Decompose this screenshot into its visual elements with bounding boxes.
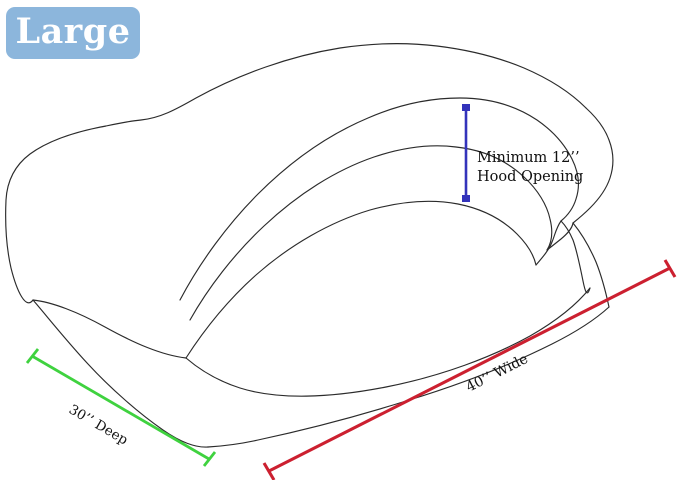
cover-outline-group	[5, 43, 614, 448]
width-dimension: 40’’ Wide	[262, 259, 677, 480]
cover-fourth-ridge-path	[185, 200, 537, 359]
width-dimension-cap-left	[262, 462, 276, 480]
depth-dimension-line	[31, 354, 210, 461]
cover-left-fork-upper-path	[32, 299, 187, 359]
cover-left-fork-lower-path	[32, 299, 209, 448]
depth-dimension-cap-right	[202, 451, 217, 467]
cover-right-shoulder-path	[572, 107, 614, 224]
hood-dimension-label-line2: Hood Opening	[477, 169, 583, 185]
width-dimension-cap-right	[663, 259, 677, 278]
cover-left-body-path	[5, 199, 34, 304]
cover-right-rear-edge-path	[572, 222, 610, 308]
cover-second-ridge-path	[179, 97, 579, 301]
hood-dimension-cap-top	[462, 104, 470, 111]
width-dimension-label: 40’’ Wide	[464, 351, 531, 396]
size-badge: Large	[6, 7, 140, 59]
cover-hood-lip-path	[535, 220, 562, 266]
cover-shoulder-tuck-path	[546, 222, 574, 251]
depth-dimension: 30’’ Deep	[25, 348, 217, 467]
hood-dimension-cap-bottom	[462, 195, 470, 202]
hood-dimension-label-line1: Minimum 12’’	[477, 150, 580, 166]
cover-third-ridge-path	[189, 145, 553, 321]
width-dimension-line	[268, 266, 671, 473]
size-badge-label: Large	[15, 11, 131, 52]
depth-dimension-cap-left	[25, 348, 40, 364]
cover-right-fold-path	[560, 220, 591, 294]
cover-side-seam-path	[185, 287, 591, 397]
hood-opening-dimension: Minimum 12’’ Hood Opening	[462, 104, 583, 202]
cover-top-ridge-path	[5, 43, 587, 201]
